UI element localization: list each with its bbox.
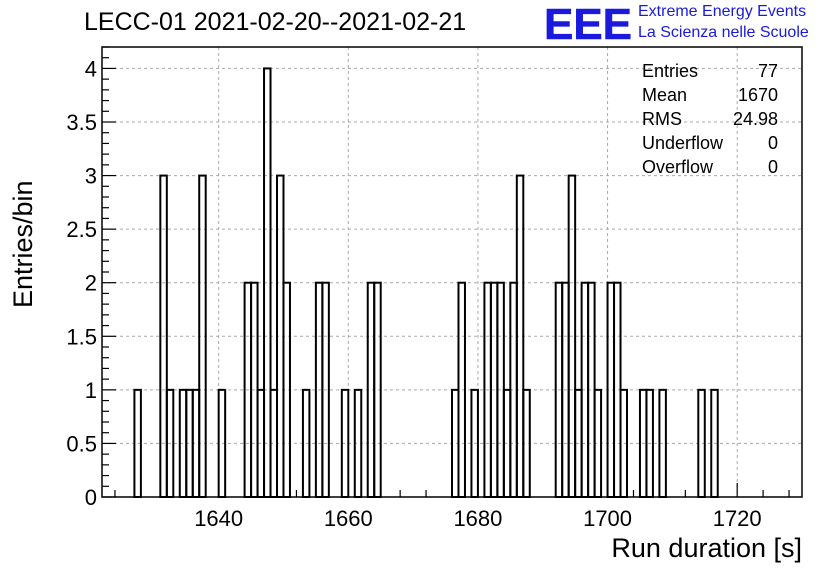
chart-title: LECC-01 2021-02-20--2021-02-21 [84, 8, 467, 36]
stat-label: Entries [642, 61, 699, 81]
y-tick-label: 1 [85, 378, 97, 403]
stat-label: Overflow [642, 157, 714, 177]
stat-row-rms: RMS 24.98 [642, 108, 778, 132]
logo-line-2: La Scienza nelle Scuole [638, 24, 809, 41]
y-tick-label: 3 [85, 164, 97, 189]
histogram-bar [619, 388, 628, 499]
y-tick-label: 2 [85, 271, 97, 296]
histogram-bar [353, 388, 363, 499]
histogram-bar [522, 388, 531, 499]
stat-row-entries: Entries 77 [642, 60, 778, 84]
y-axis-label: Entries/bin [8, 180, 38, 308]
x-tick-label: 1700 [583, 506, 632, 531]
histogram-bar [282, 281, 291, 499]
histogram-bar [593, 388, 603, 499]
stat-value: 1670 [737, 85, 778, 105]
histogram-bar [217, 388, 227, 499]
histogram-bar [697, 388, 706, 499]
y-tick-label: 3.5 [66, 110, 97, 135]
y-tick-label: 4 [85, 56, 97, 81]
stat-value: 0 [767, 157, 778, 177]
stat-value: 24.98 [732, 109, 778, 129]
stat-row-mean: Mean 1670 [642, 84, 778, 108]
tick-marks: 1640 1660 1680 1700 1720 0 0.5 1 1.5 2 2.5 3 3.5 4 [66, 46, 790, 531]
stat-label: Mean [642, 85, 688, 105]
histogram-bar [340, 388, 350, 499]
stat-value: 77 [757, 61, 778, 81]
x-tick-label: 1660 [324, 506, 373, 531]
y-tick-label: 0.5 [66, 431, 97, 456]
x-axis-label: Run duration [s] [611, 533, 802, 563]
stat-value: 0 [767, 133, 778, 153]
logo-letters: EEE [544, 1, 632, 45]
stats-box: Entries 77 Mean 1670 RMS 24.98 Underflow… [642, 60, 778, 180]
stat-row-overflow: Overflow 0 [642, 156, 778, 180]
histogram-bar [457, 281, 466, 499]
logo-line-1: Extreme Energy Events [638, 3, 807, 20]
eee-logo: EEE [544, 1, 633, 45]
x-tick-label: 1680 [453, 506, 502, 531]
x-tick-label: 1640 [194, 506, 243, 531]
histogram-bar [373, 281, 382, 499]
y-tick-label: 1.5 [66, 324, 97, 349]
stat-label: RMS [642, 109, 682, 129]
y-tick-label: 0 [85, 485, 97, 510]
y-tick-label: 2.5 [66, 217, 97, 242]
histogram-bar [133, 388, 142, 499]
stat-label: Underflow [642, 133, 724, 153]
stat-row-underflow: Underflow 0 [642, 132, 778, 156]
histogram-bar [198, 174, 207, 498]
x-tick-label: 1720 [713, 506, 762, 531]
